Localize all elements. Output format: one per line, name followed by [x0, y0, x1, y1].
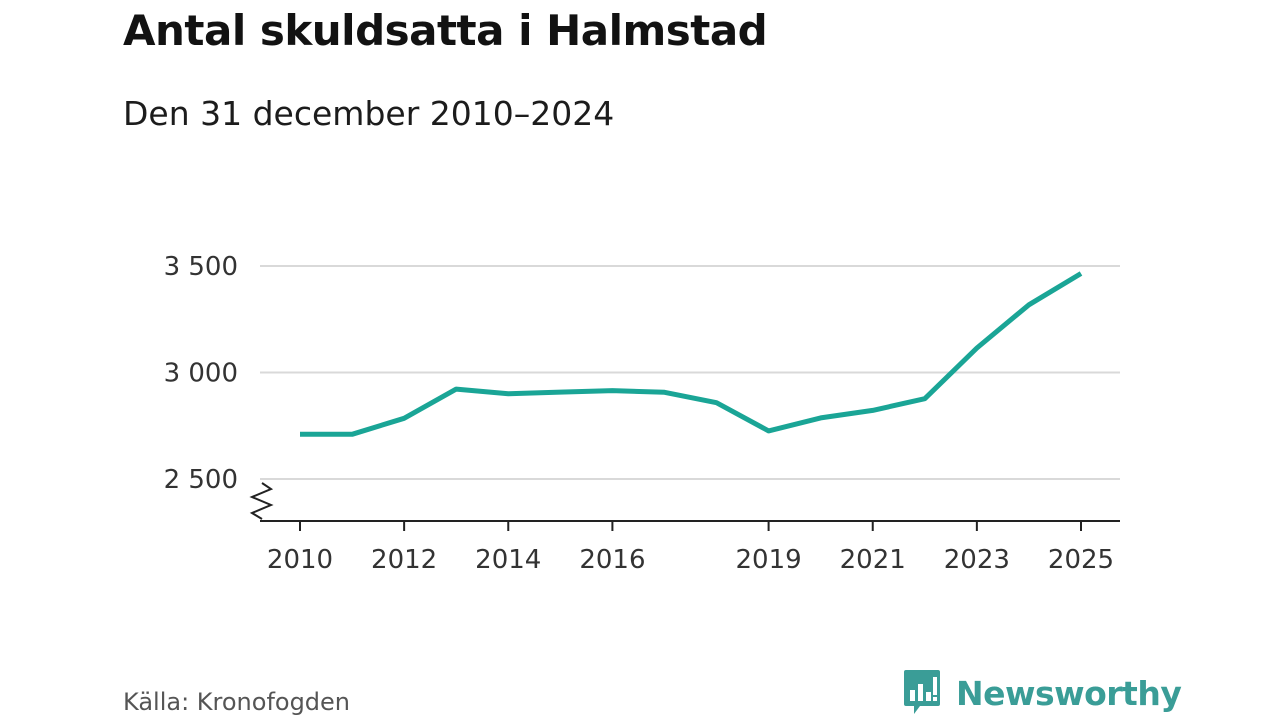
- series-line: [300, 271, 1083, 437]
- x-tick-label: 2023: [944, 545, 1010, 575]
- x-tick-label: 2016: [579, 545, 645, 575]
- x-tick-label: 2021: [840, 545, 906, 575]
- chart-subtitle: Den 31 december 2010–2024: [123, 94, 615, 133]
- x-tick-label: 2014: [475, 545, 541, 575]
- axis-break-icon: [249, 482, 274, 520]
- x-tick-label: 2025: [1048, 545, 1114, 575]
- brand-name: Newsworthy: [956, 673, 1182, 713]
- y-tick-label: 3 500: [164, 252, 238, 282]
- chart-title: Antal skuldsatta i Halmstad: [123, 6, 768, 55]
- y-tick-label: 2 500: [164, 465, 238, 495]
- newsworthy-logo-icon: [904, 670, 940, 714]
- x-tick-label: 2010: [267, 545, 333, 575]
- brand-logo: Newsworthy: [902, 668, 1182, 718]
- x-tick-label: 2012: [371, 545, 437, 575]
- source-note: Källa: Kronofogden: [123, 688, 351, 716]
- y-tick-label: 3 000: [164, 359, 238, 389]
- x-tick-label: 2019: [736, 545, 802, 575]
